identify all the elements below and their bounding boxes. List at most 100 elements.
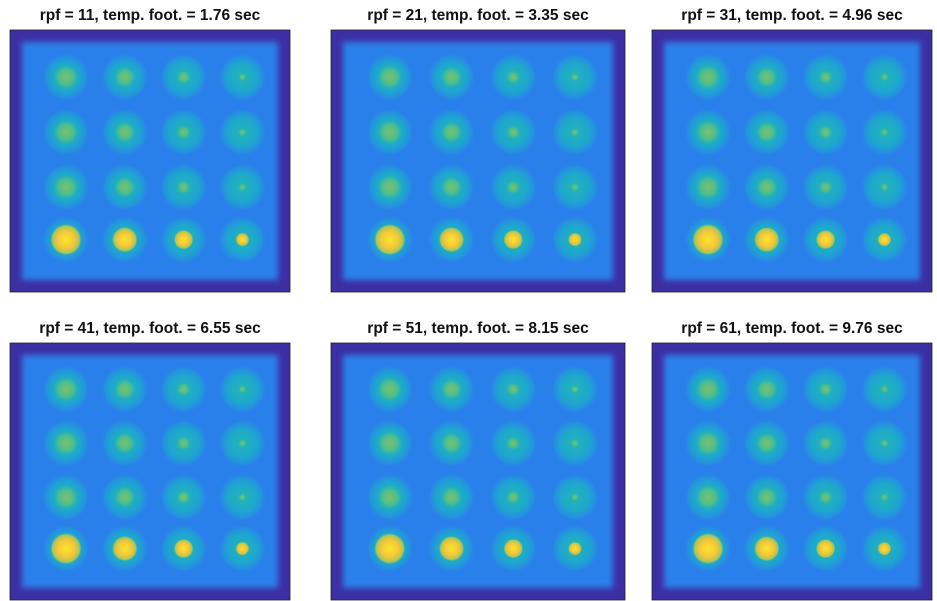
spot-core (114, 176, 136, 198)
spot-core (506, 490, 520, 504)
spot-core (503, 230, 523, 250)
spot-core (819, 125, 833, 139)
spot-core (177, 180, 191, 194)
panel-title: rpf = 51, temp. foot. = 8.15 sec (367, 320, 589, 337)
spot-core (235, 542, 249, 556)
spot-core (114, 121, 136, 143)
spot-core (53, 430, 79, 456)
spot-core (177, 125, 191, 139)
spot-core (880, 439, 888, 447)
spot-core (571, 439, 579, 447)
spot-core (880, 183, 888, 191)
spot-core (880, 493, 888, 501)
spot-core (441, 121, 463, 143)
spot-core (441, 432, 463, 454)
spot-core (571, 183, 579, 191)
panel-image (331, 30, 625, 292)
spot-core (377, 484, 403, 510)
spot-core (114, 378, 136, 400)
spot-core (695, 64, 721, 90)
spot-core (571, 128, 579, 136)
spot-core (819, 436, 833, 450)
spot-core (53, 119, 79, 145)
panel-image (10, 343, 290, 600)
spot-core (571, 493, 579, 501)
spot-core (53, 484, 79, 510)
spot-core (503, 539, 523, 559)
spot-core (692, 533, 724, 565)
panel-title: rpf = 61, temp. foot. = 9.76 sec (681, 320, 903, 337)
spot-core (377, 64, 403, 90)
spot-core (506, 382, 520, 396)
spot-core (177, 490, 191, 504)
spot-core (568, 233, 582, 247)
spot-core (53, 376, 79, 402)
spot-core (377, 119, 403, 145)
spot-core (238, 128, 246, 136)
spot-core (816, 230, 836, 250)
spot-core (756, 176, 778, 198)
panel-image (652, 30, 932, 292)
spot-core (695, 119, 721, 145)
spot-core (174, 230, 194, 250)
spot-core (374, 224, 406, 256)
spot-core (695, 376, 721, 402)
spot-core (112, 536, 138, 562)
spot-core (756, 432, 778, 454)
spot-core (53, 64, 79, 90)
spot-core (441, 486, 463, 508)
spot-core (756, 66, 778, 88)
spot-core (177, 70, 191, 84)
spot-core (50, 224, 82, 256)
spot-core (441, 66, 463, 88)
spot-core (756, 121, 778, 143)
spot-core (692, 224, 724, 256)
spot-core (880, 385, 888, 393)
spot-core (568, 542, 582, 556)
panel-image (10, 30, 290, 292)
spot-core (238, 183, 246, 191)
spot-core (877, 542, 891, 556)
spot-core (695, 430, 721, 456)
spot-core (114, 66, 136, 88)
page: rpf = 11, temp. foot. = 1.76 sec rpf = 21… (0, 0, 937, 601)
spot-core (439, 536, 465, 562)
spot-core (695, 484, 721, 510)
panel-title: rpf = 11, temp. foot. = 1.76 sec (40, 7, 261, 24)
spot-core (754, 536, 780, 562)
panel-image (652, 343, 932, 600)
figure: rpf = 11, temp. foot. = 1.76 sec rpf = 21… (0, 0, 937, 601)
spot-core (506, 125, 520, 139)
spot-core (754, 227, 780, 253)
panel-image (331, 343, 625, 600)
spot-core (441, 176, 463, 198)
spot-core (441, 378, 463, 400)
spot-core (238, 73, 246, 81)
spot-core (53, 174, 79, 200)
spot-core (880, 128, 888, 136)
spot-core (377, 430, 403, 456)
spot-core (819, 180, 833, 194)
spot-core (177, 382, 191, 396)
spot-core (238, 439, 246, 447)
spot-core (816, 539, 836, 559)
spot-core (377, 174, 403, 200)
spot-core (50, 533, 82, 565)
spot-core (439, 227, 465, 253)
panel-title: rpf = 31, temp. foot. = 4.96 sec (681, 7, 903, 24)
spot-core (506, 180, 520, 194)
spot-core (819, 490, 833, 504)
spot-core (506, 436, 520, 450)
panel-title: rpf = 41, temp. foot. = 6.55 sec (39, 320, 261, 337)
spot-core (819, 70, 833, 84)
spot-core (114, 432, 136, 454)
spot-core (756, 486, 778, 508)
spot-core (571, 73, 579, 81)
spot-core (819, 382, 833, 396)
spot-core (695, 174, 721, 200)
spot-core (238, 493, 246, 501)
spot-core (374, 533, 406, 565)
spot-core (174, 539, 194, 559)
panel-title: rpf = 21, temp. foot. = 3.35 sec (367, 7, 589, 24)
spot-core (238, 385, 246, 393)
